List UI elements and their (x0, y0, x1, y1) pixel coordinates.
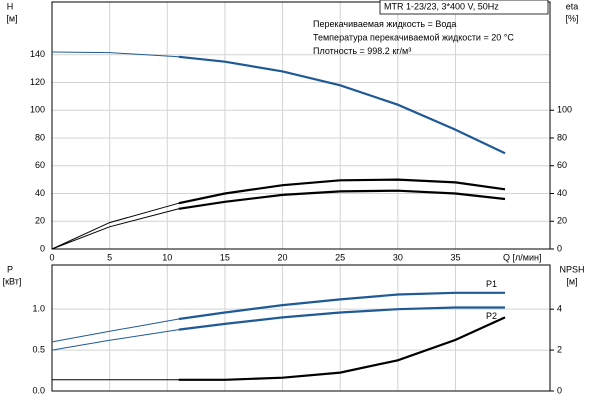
y-tick-label: 40 (35, 188, 45, 198)
curve (52, 316, 506, 381)
x-tick-label: 35 (450, 252, 460, 262)
y2-tick-label: 20 (557, 216, 567, 226)
curve-operating-range (178, 189, 506, 210)
curve-operating-range (178, 306, 505, 331)
y2-tick-label: 80 (557, 132, 567, 142)
y-tick-label: 100 (30, 105, 45, 115)
y-tick-label: 0 (40, 243, 45, 253)
info-text: Температура перекачиваемой жидкости = 20… (313, 32, 514, 42)
plot-frame (51, 264, 551, 392)
y-axis-label: H (7, 1, 14, 11)
curve-operating-range (178, 55, 506, 155)
x-tick-label: 15 (220, 252, 230, 262)
y-tick-label: 60 (35, 160, 45, 170)
y-tick-label: 120 (30, 77, 45, 87)
y-tick-label: 1.0 (32, 304, 45, 314)
curve (51, 179, 506, 250)
y-axis-unit: [м] (6, 13, 17, 23)
x-tick-label: 0 (49, 252, 54, 262)
info-box (379, 0, 549, 15)
y2-axis-label: eta (566, 1, 579, 11)
series-label: P1 (486, 279, 497, 289)
x-tick-label: 30 (393, 252, 403, 262)
y-tick-label: 0.5 (32, 344, 45, 354)
y-tick-label: 0.0 (32, 385, 45, 395)
y2-tick-label: 0 (557, 243, 562, 253)
curve-operating-range (178, 316, 506, 381)
y2-axis-label: NPSH (559, 264, 584, 274)
x-tick-label: 10 (162, 252, 172, 262)
y-tick-label: 140 (30, 49, 45, 59)
x-axis-label: Q [л/мин] (503, 252, 541, 262)
y-tick-label: 20 (35, 216, 45, 226)
y2-axis-unit: [%] (565, 13, 578, 23)
y2-tick-label: 40 (557, 188, 567, 198)
curve-operating-range (178, 178, 506, 205)
y-tick-label: 80 (35, 132, 45, 142)
y-axis-unit: [кВт] (3, 276, 22, 286)
y2-axis-unit: [м] (566, 276, 577, 286)
info-text: MTR 1-23/23, 3*400 V, 50Hz (384, 1, 499, 11)
x-tick-label: 5 (107, 252, 112, 262)
x-tick-label: 25 (335, 252, 345, 262)
y2-tick-label: 2 (557, 344, 562, 354)
x-tick-label: 20 (278, 252, 288, 262)
plot-frame (51, 1, 551, 250)
curve-operating-range (178, 291, 505, 321)
info-text: Перекачиваемая жидкость = Вода (313, 19, 456, 29)
y-axis-label: P (7, 264, 13, 274)
series-label: P2 (486, 311, 497, 321)
y2-tick-label: 0 (557, 385, 562, 395)
curve (51, 307, 505, 351)
y2-tick-label: 100 (557, 105, 572, 115)
y2-tick-label: 60 (557, 160, 567, 170)
info-text: Плотность = 998.2 кг/м³ (313, 46, 411, 56)
y2-tick-label: 4 (557, 304, 562, 314)
